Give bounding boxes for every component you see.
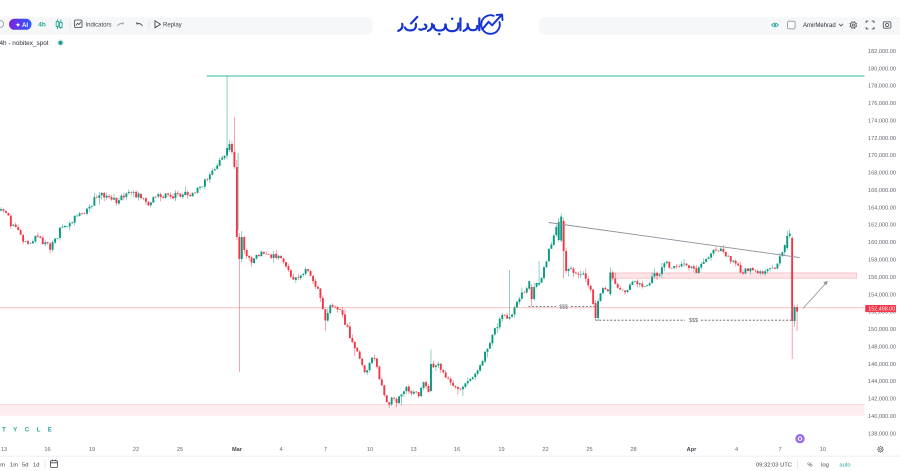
svg-text:$$$: $$$ bbox=[559, 305, 568, 311]
svg-text:160,000.00: 160,000.00 bbox=[868, 240, 896, 246]
svg-text:Replay: Replay bbox=[163, 23, 182, 29]
svg-text:152,498.00: 152,498.00 bbox=[868, 307, 895, 313]
svg-text:16: 16 bbox=[44, 447, 50, 453]
svg-text:22: 22 bbox=[133, 447, 139, 453]
svg-text:150,000.00: 150,000.00 bbox=[868, 327, 896, 333]
svg-text:138,000.00: 138,000.00 bbox=[868, 431, 896, 437]
svg-text:log: log bbox=[821, 463, 829, 469]
svg-text:180,000.00: 180,000.00 bbox=[868, 66, 896, 72]
svg-text:09:32:03 UTC: 09:32:03 UTC bbox=[756, 463, 792, 469]
svg-text:1m: 1m bbox=[10, 463, 18, 469]
svg-text:22: 22 bbox=[542, 447, 548, 453]
svg-text:4h - nobitex_spot: 4h - nobitex_spot bbox=[0, 40, 49, 47]
svg-text:168,000.00: 168,000.00 bbox=[868, 171, 896, 177]
svg-text:4: 4 bbox=[735, 447, 738, 453]
svg-text:16: 16 bbox=[454, 447, 460, 453]
svg-text:4h: 4h bbox=[38, 22, 46, 29]
svg-text:182,000.00: 182,000.00 bbox=[868, 49, 896, 55]
svg-text:19: 19 bbox=[89, 447, 95, 453]
svg-text:Mar: Mar bbox=[232, 447, 243, 453]
svg-text:%: % bbox=[807, 463, 812, 469]
svg-text:1m: 1m bbox=[0, 463, 5, 469]
svg-text:170,000.00: 170,000.00 bbox=[868, 153, 896, 159]
svg-text:25: 25 bbox=[177, 447, 183, 453]
svg-text:146,000.00: 146,000.00 bbox=[868, 362, 896, 368]
svg-text:10: 10 bbox=[367, 447, 373, 453]
svg-text:178,000.00: 178,000.00 bbox=[868, 84, 896, 90]
svg-text:140,000.00: 140,000.00 bbox=[868, 414, 896, 420]
svg-text:148,000.00: 148,000.00 bbox=[868, 344, 896, 350]
svg-text:166,000.00: 166,000.00 bbox=[868, 188, 896, 194]
svg-text:162,000.00: 162,000.00 bbox=[868, 223, 896, 229]
svg-text:auto: auto bbox=[839, 463, 850, 469]
svg-text:4: 4 bbox=[279, 447, 282, 453]
svg-text:7: 7 bbox=[324, 447, 327, 453]
svg-text:13: 13 bbox=[1, 447, 7, 453]
svg-text:164,000.00: 164,000.00 bbox=[868, 205, 896, 211]
svg-text:TYCLE: TYCLE bbox=[2, 427, 59, 434]
svg-text:176,000.00: 176,000.00 bbox=[868, 101, 896, 107]
svg-text:25: 25 bbox=[586, 447, 592, 453]
svg-text:Indicators: Indicators bbox=[86, 23, 112, 29]
svg-text:7: 7 bbox=[778, 447, 781, 453]
svg-text:AmirMehrad: AmirMehrad bbox=[803, 23, 836, 29]
svg-text:154,000.00: 154,000.00 bbox=[868, 292, 896, 298]
svg-text:156,000.00: 156,000.00 bbox=[868, 275, 896, 281]
svg-text:✦ AI: ✦ AI bbox=[16, 22, 29, 29]
svg-text:28: 28 bbox=[630, 447, 636, 453]
svg-text:5d: 5d bbox=[22, 463, 28, 469]
svg-text:152,000.00: 152,000.00 bbox=[868, 310, 896, 316]
svg-text:19: 19 bbox=[498, 447, 504, 453]
svg-text:172,000.00: 172,000.00 bbox=[868, 136, 896, 142]
svg-text:174,000.00: 174,000.00 bbox=[868, 118, 896, 124]
svg-text:$$$: $$$ bbox=[689, 318, 698, 324]
svg-text:1d: 1d bbox=[33, 463, 39, 469]
svg-text:Apr: Apr bbox=[687, 447, 697, 453]
svg-text:142,000.00: 142,000.00 bbox=[868, 397, 896, 403]
svg-text:144,000.00: 144,000.00 bbox=[868, 379, 896, 385]
svg-text:158,000.00: 158,000.00 bbox=[868, 258, 896, 264]
svg-text:10: 10 bbox=[820, 447, 826, 453]
svg-text:13: 13 bbox=[410, 447, 416, 453]
